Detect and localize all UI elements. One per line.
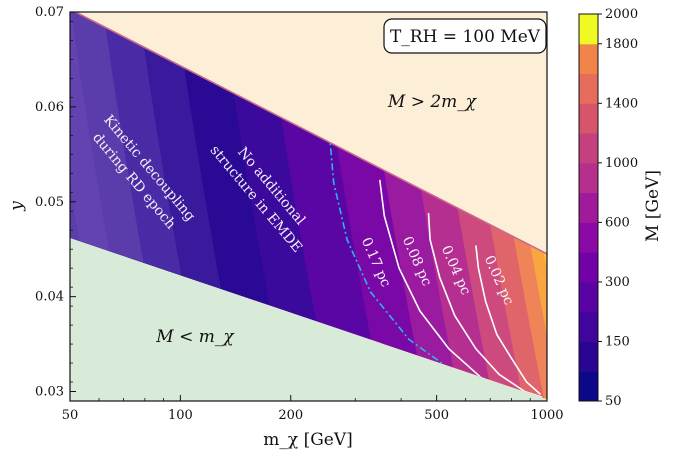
y-tick-label-4: 0.07 <box>35 5 64 20</box>
y-axis-label-text: y <box>7 201 27 212</box>
colorbar-band-6 <box>579 192 598 223</box>
y-axis-ticks: 0.03 0.04 0.05 0.06 0.07 <box>35 5 76 402</box>
colorbar-band-1 <box>579 341 598 372</box>
y-tick-label-3: 0.06 <box>35 100 64 115</box>
region-label-lower: M < m_χ <box>155 327 235 347</box>
colorbar-band-2 <box>579 311 598 342</box>
colorbar-band-12 <box>579 14 598 45</box>
x-tick-label-1: 100 <box>168 408 193 423</box>
region-label-upper: M > 2m_χ <box>387 92 478 112</box>
upper-boundary-line <box>73 12 547 255</box>
colorbar-tick-label-2: 300 <box>605 275 630 290</box>
x-tick-label-3: 500 <box>424 408 449 423</box>
x-tick-label-4: 1000 <box>530 408 563 423</box>
colorbar-label-text: M [GeV] <box>643 170 663 242</box>
x-axis-ticks: 50 100 200 500 1000 <box>62 395 564 423</box>
colorbar-tick-label-6: 1800 <box>605 37 638 52</box>
colorbar-band-0 <box>579 371 598 402</box>
colorbar-band-5 <box>579 222 598 253</box>
x-tick-label-2: 200 <box>278 408 303 423</box>
plot-frame <box>69 11 548 402</box>
y-tick-label-0: 0.03 <box>35 385 64 400</box>
colorbar: 50 150 300 600 1000 1400 1800 2000 <box>578 7 638 409</box>
plot-area <box>70 12 547 401</box>
colorbar-tick-label-1: 150 <box>605 334 630 349</box>
info-box-text: T_RH = 100 MeV <box>390 27 541 47</box>
colorbar-tick-label-0: 50 <box>605 394 622 409</box>
y-axis-label: y <box>7 201 27 212</box>
info-box-frame <box>383 18 547 54</box>
colorbar-band-3 <box>579 281 598 313</box>
info-box: T_RH = 100 MeV <box>383 18 547 54</box>
colorbar-band-7 <box>579 162 598 194</box>
x-tick-label-0: 50 <box>62 408 79 423</box>
contour-line-3 <box>475 245 542 395</box>
colorbar-frame <box>578 13 599 402</box>
colorbar-band-10 <box>579 73 598 104</box>
x-axis-label: m_χ [GeV] <box>263 430 353 450</box>
colorbar-label: M [GeV] <box>643 170 663 242</box>
colorbar-tick-label-5: 1400 <box>605 96 638 111</box>
colorbar-band-8 <box>579 133 598 164</box>
colorbar-band-9 <box>579 103 598 134</box>
colorbar-tick-label-4: 1000 <box>605 156 638 171</box>
colorbar-band-4 <box>579 252 598 283</box>
colorbar-band-11 <box>579 43 598 75</box>
region-lower-fill <box>70 237 547 401</box>
colorbar-tick-label-7: 2000 <box>605 7 638 22</box>
x-axis-label-text: m_χ [GeV] <box>263 430 353 450</box>
colorbar-tick-label-3: 600 <box>605 215 630 230</box>
y-tick-label-1: 0.04 <box>35 290 64 305</box>
contour-line-2 <box>427 213 543 398</box>
y-tick-label-2: 0.05 <box>35 195 64 210</box>
